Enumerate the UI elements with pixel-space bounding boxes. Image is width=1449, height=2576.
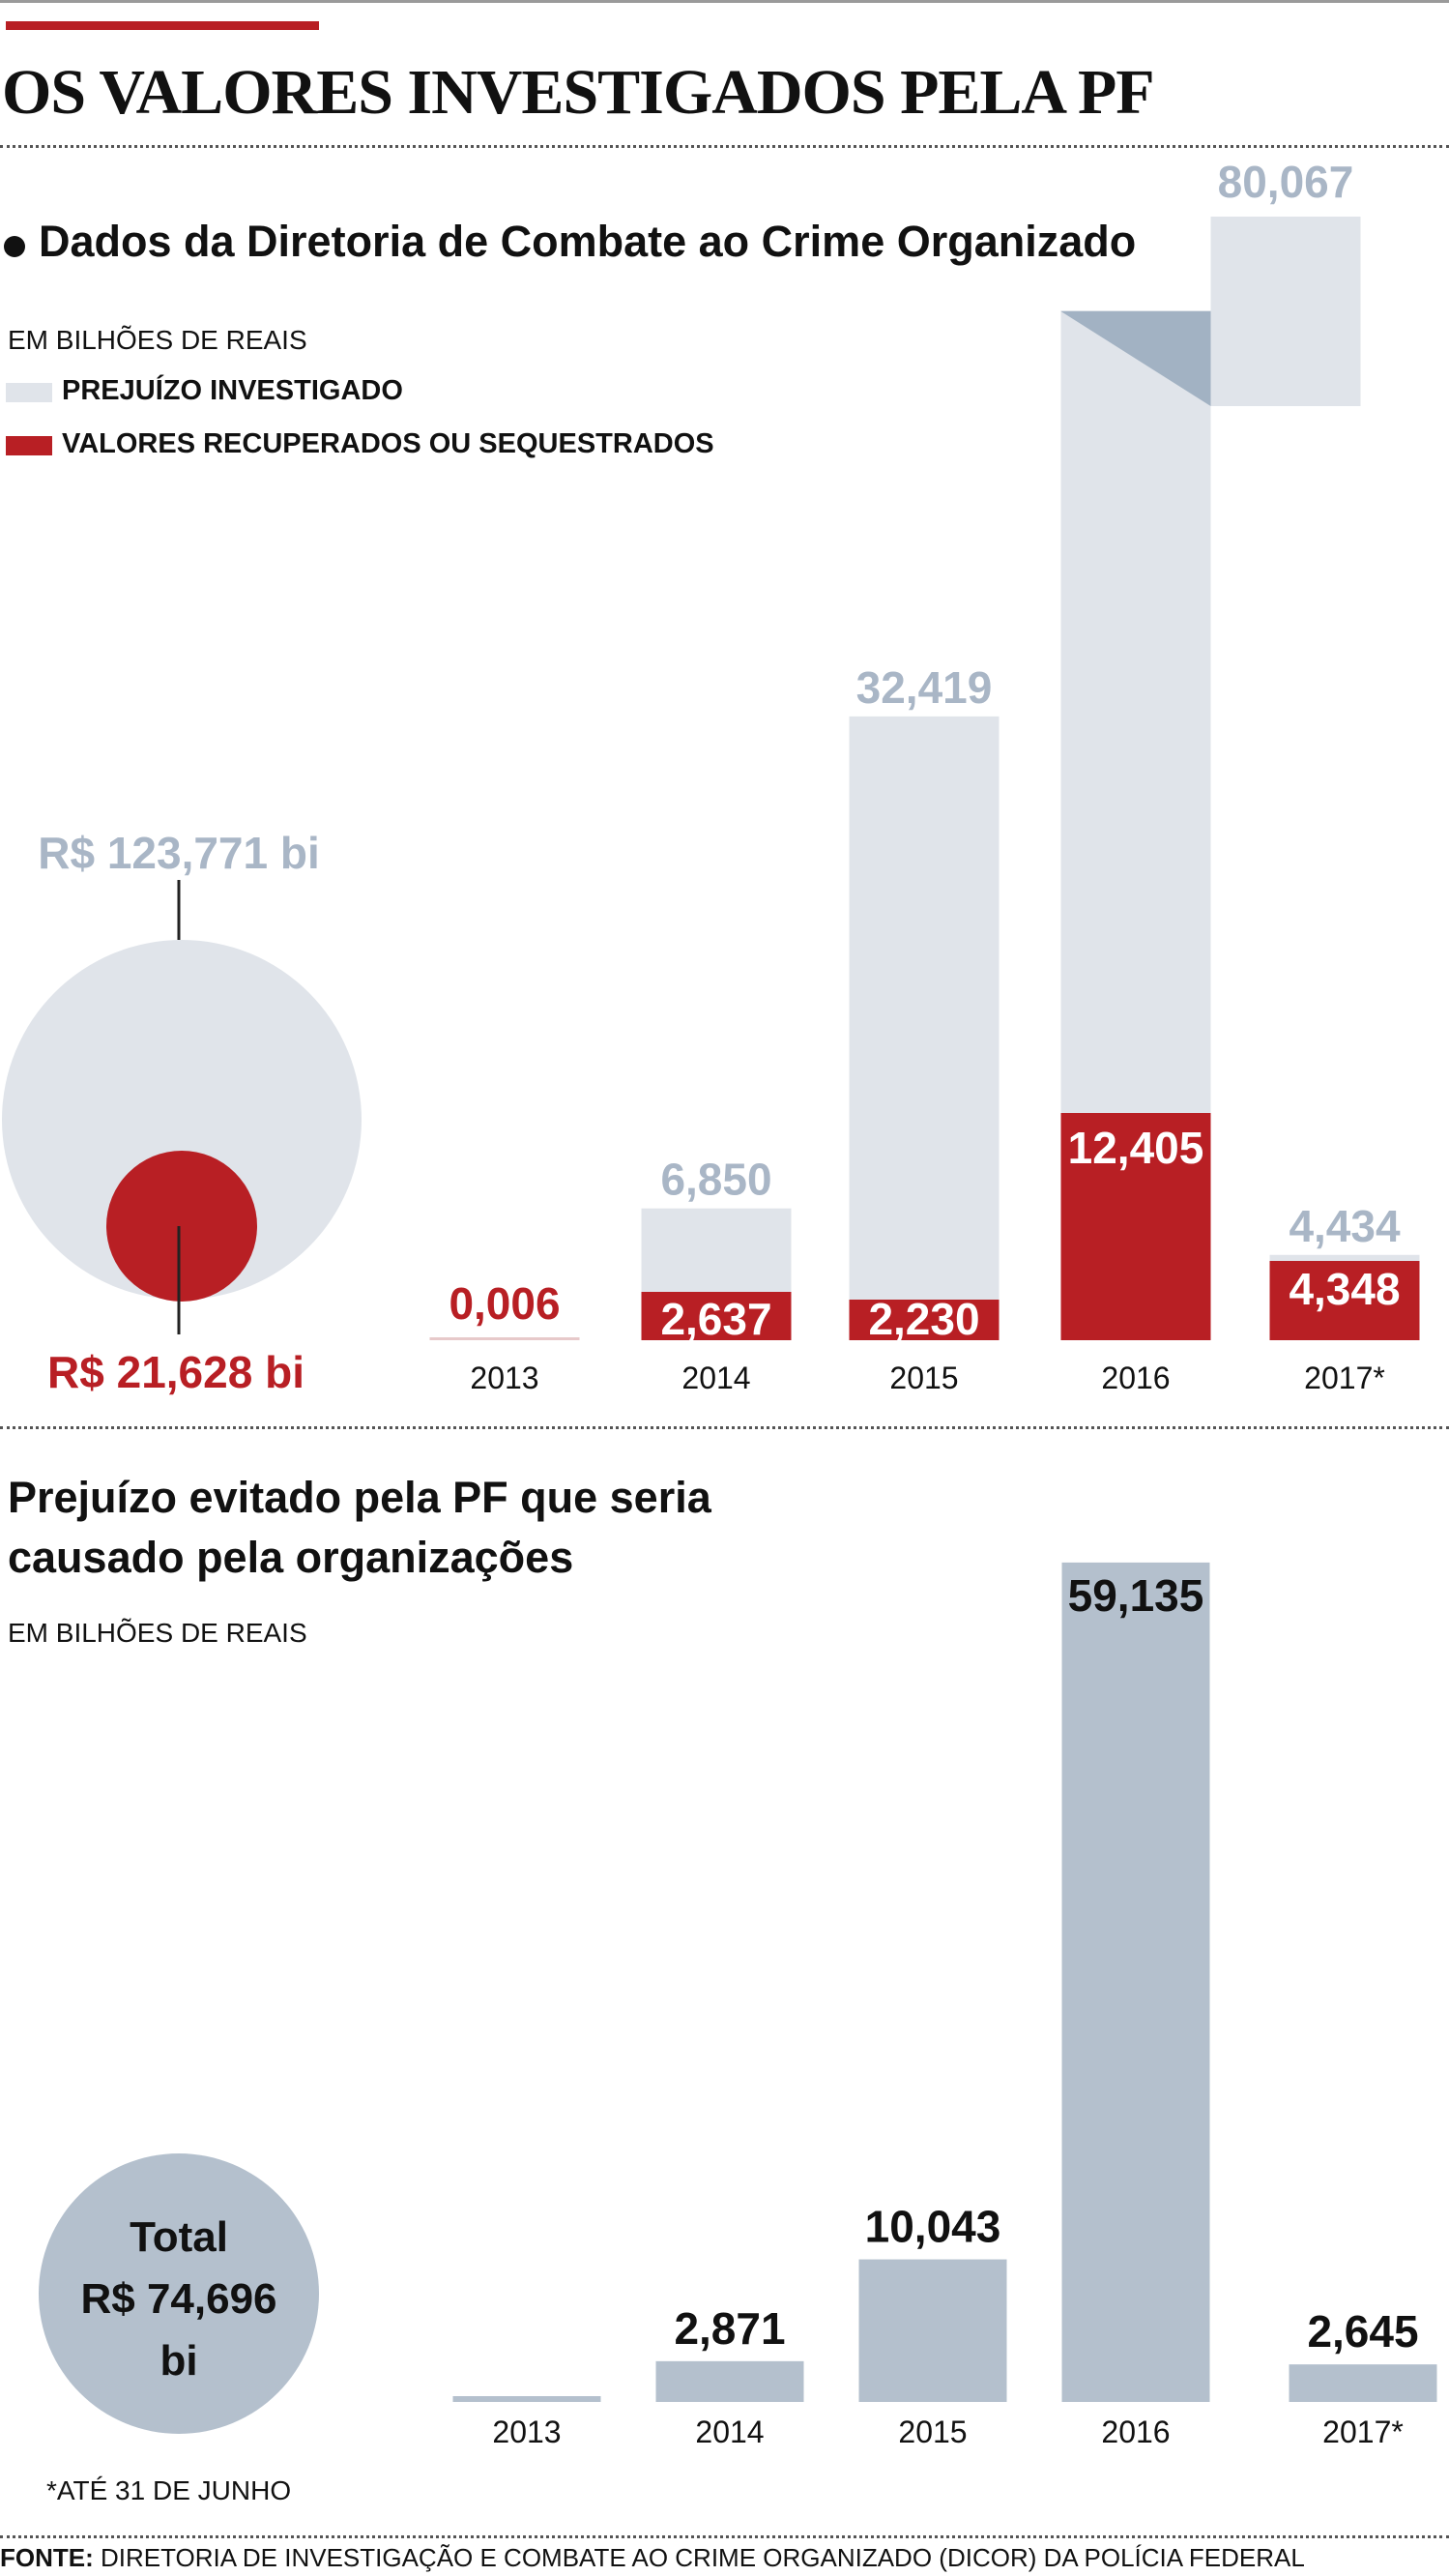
title-divider [0,145,1449,148]
value-label-investigated-2014: 6,850 [660,1155,771,1205]
total-avoided-line2: R$ 74,696 [80,2275,276,2323]
bubble-total-avoided [39,2153,319,2434]
bubble-total-investigated [2,940,362,1300]
section1-subtitle: Dados da Diretoria de Combate ao Crime O… [39,217,1137,266]
accent-bar [6,21,319,30]
x-tick2-2013: 2013 [492,2415,561,2449]
x-tick2-2017: 2017* [1322,2415,1404,2449]
value-label-investigated-2017: 4,434 [1289,1201,1401,1251]
value-label-recovered-2016: 12,405 [1068,1123,1204,1173]
section1-unit: EM BILHÕES DE REAIS [8,325,307,355]
legend-swatch-investigated [6,383,52,402]
footnote: *ATÉ 31 DE JUNHO [46,2475,292,2505]
value-label-recovered-2015: 2,230 [868,1294,979,1344]
x-tick2-2014: 2014 [695,2415,764,2449]
legend-label-investigated: PREJUÍZO INVESTIGADO [62,375,403,406]
bar-avoided-2014 [655,2360,804,2402]
section2-subtitle: Prejuízo evitado pela PF que seria causa… [8,1473,711,1582]
x-tick-2015: 2015 [889,1361,958,1395]
source-note: FONTE: DIRETORIA DE INVESTIGAÇÃO E COMBA… [0,2543,1305,2573]
source-label: FONTE: [0,2543,94,2572]
bar-avoided-2013 [452,2396,601,2402]
total-avoided-line1: Total [130,2213,228,2261]
bar-investigated-2016-top [1210,217,1361,406]
x-tick-2014: 2014 [681,1361,750,1395]
section2-unit: EM BILHÕES DE REAIS [8,1618,307,1648]
value-label-recovered-2014: 2,637 [660,1294,771,1344]
bar-recovered-2017 [1269,1261,1420,1340]
value-label-avoided-2016: 59,135 [1068,1570,1204,1621]
bar-recovered-2016 [1060,1113,1211,1340]
section-divider [0,1426,1449,1429]
axis-break-mark [1060,311,1211,406]
legend-label-recovered: VALORES RECUPERADOS OU SEQUESTRADOS [62,428,714,459]
value-label-recovered-2017: 4,348 [1289,1264,1400,1314]
x-tick2-2016: 2016 [1101,2415,1170,2449]
value-label-recovered-2013: 0,006 [449,1278,560,1329]
legend-swatch-recovered [6,436,52,455]
bubble-total-recovered [106,1151,257,1302]
bar-recovered-2014 [641,1292,792,1340]
x-tick2-2015: 2015 [898,2415,967,2449]
bar-investigated-2015 [849,716,1000,1340]
x-tick-2017: 2017* [1304,1361,1385,1395]
value-label-avoided-2014: 2,871 [674,2303,785,2354]
bar-avoided-2016 [1061,1562,1210,2402]
bullet-icon [4,236,25,257]
value-label-investigated-2016: 80,067 [1218,157,1354,207]
total-investigated-label: R$ 123,771 bi [38,828,320,878]
value-label-avoided-2017: 2,645 [1307,2306,1418,2356]
x-tick-2013: 2013 [470,1361,538,1395]
top-rule [0,0,1449,3]
bar-avoided-2015 [858,2259,1007,2402]
total-recovered-label: R$ 21,628 bi [47,1347,304,1397]
value-label-investigated-2015: 32,419 [856,662,993,713]
bar-recovered-2013 [429,1337,580,1340]
bar-recovered-2015 [849,1300,1000,1340]
bar-avoided-2017 [1289,2364,1437,2402]
total-avoided-line3: bi [159,2337,197,2385]
value-label-avoided-2015: 10,043 [865,2202,1001,2252]
source-text: DIRETORIA DE INVESTIGAÇÃO E COMBATE AO C… [101,2543,1305,2572]
x-tick-2016: 2016 [1101,1361,1170,1395]
page-title: OS VALORES INVESTIGADOS PELA PF [2,57,1155,128]
footer-divider [0,2535,1449,2538]
